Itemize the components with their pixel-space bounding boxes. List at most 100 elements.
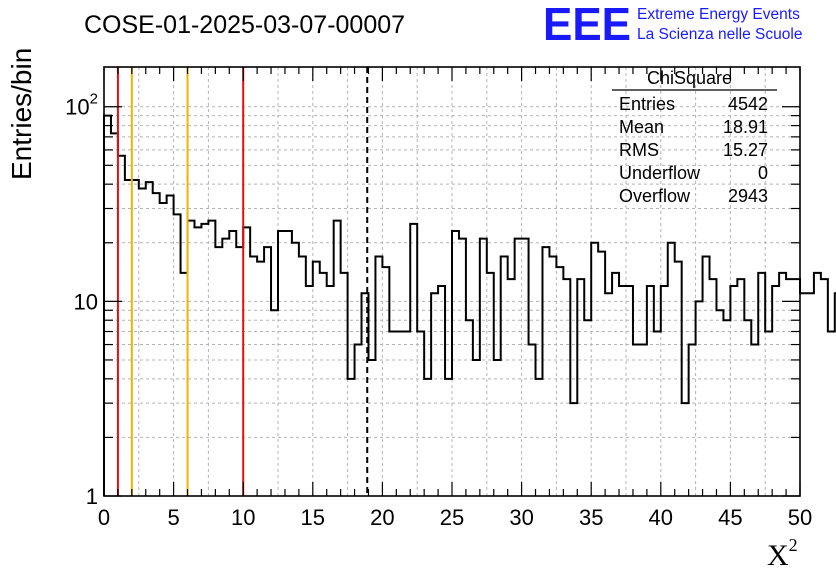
histogram-bin: [661, 286, 668, 496]
histogram-bin: [522, 239, 529, 496]
histogram-bin: [710, 279, 717, 496]
histogram-bin: [250, 257, 257, 496]
histogram-bin: [473, 360, 480, 496]
histogram-bin: [696, 301, 703, 496]
x-axis-ticks: 0 5 10 15 20 25 30 35 40 45 50: [98, 67, 812, 530]
histogram-bin: [285, 231, 292, 496]
histogram-bin: [807, 293, 814, 496]
histogram-bin: [194, 227, 201, 496]
histogram-bin: [716, 310, 723, 496]
histogram-bin: [828, 332, 835, 496]
y-tick-label: 10: [74, 289, 98, 314]
histogram-bin: [452, 231, 459, 496]
histogram-bin: [536, 379, 543, 496]
histogram-bin: [215, 247, 222, 496]
histogram-bin: [160, 203, 167, 496]
histogram-bin: [264, 247, 271, 496]
histogram-bin: [146, 182, 153, 496]
histogram-bin: [612, 273, 619, 496]
histogram-bin: [577, 279, 584, 496]
stats-row-value: 4542: [728, 94, 768, 114]
histogram-bin: [348, 379, 355, 496]
histogram-bin: [320, 273, 327, 496]
histogram-bin: [334, 221, 341, 496]
histogram-bin: [654, 332, 661, 496]
histogram-bin: [542, 247, 549, 496]
histogram-bin: [424, 379, 431, 496]
histogram-bin: [598, 252, 605, 496]
histogram-bin: [821, 279, 828, 496]
histogram-bin: [570, 403, 577, 496]
x-tick-label: 40: [649, 505, 673, 530]
histogram-bin: [403, 332, 410, 496]
histogram-bin: [236, 247, 243, 496]
histogram-bin: [292, 243, 299, 496]
histogram-bin: [389, 332, 396, 496]
histogram-bin: [208, 221, 215, 496]
histogram-bin: [737, 279, 744, 496]
histogram-bin: [139, 189, 146, 496]
histogram-bin: [466, 320, 473, 496]
stats-row-label: Entries: [619, 94, 675, 114]
histogram-bin: [229, 231, 236, 496]
histogram-bin: [751, 345, 758, 496]
histogram-bin: [201, 224, 208, 496]
histogram-bin: [549, 257, 556, 496]
y-axis-ticks: 1 10 102: [65, 91, 800, 509]
histogram-bin: [647, 286, 654, 496]
histogram-bin: [584, 320, 591, 496]
logo-line-1: Extreme Energy Events: [637, 6, 800, 23]
histogram-bin: [591, 243, 598, 496]
histogram-bin: [640, 345, 647, 496]
histogram-bin: [682, 403, 689, 496]
stats-row-value: 18.91: [723, 117, 768, 137]
histogram-bin: [417, 332, 424, 496]
histogram-bin: [633, 345, 640, 496]
histogram-bin: [619, 286, 626, 496]
histogram-bin: [306, 286, 313, 496]
histogram-bin: [410, 224, 417, 496]
histogram-bin: [153, 193, 160, 496]
x-tick-label: 50: [788, 505, 812, 530]
stats-row-label: Underflow: [619, 163, 701, 183]
histogram-bin: [278, 231, 285, 496]
histogram-bin: [765, 332, 772, 496]
histogram-bin: [744, 320, 751, 496]
histogram-bin: [188, 221, 195, 496]
histogram-bin: [675, 262, 682, 496]
stats-box-title: ChiSquare: [647, 68, 732, 88]
histogram-bin: [382, 267, 389, 496]
x-tick-label: 5: [167, 505, 179, 530]
histogram-bars: [103, 114, 836, 496]
run-title: COSE-01-2025-03-07-00007: [84, 11, 405, 39]
histogram-bin: [605, 293, 612, 496]
x-tick-label: 25: [440, 505, 464, 530]
histogram-bin: [341, 273, 348, 496]
histogram-bin: [556, 267, 563, 496]
histogram-bin: [508, 279, 515, 496]
x-tick-label: 35: [579, 505, 603, 530]
x-tick-label: 30: [509, 505, 533, 530]
x-tick-label: 0: [98, 505, 110, 530]
histogram-bin: [181, 273, 188, 496]
histogram-bin: [487, 273, 494, 496]
histogram-bin: [480, 239, 487, 496]
stats-row-value: 2943: [728, 186, 768, 206]
histogram-bin: [299, 257, 306, 496]
histogram-bin: [327, 286, 334, 496]
stats-row-label: Overflow: [619, 186, 691, 206]
histogram-bin: [111, 133, 118, 496]
histogram-bin: [222, 239, 229, 496]
histogram-bin: [494, 360, 501, 496]
histogram-bin: [167, 195, 174, 496]
histogram-bin: [800, 293, 807, 496]
histogram-bin: [375, 257, 382, 496]
x-tick-label: 20: [370, 505, 394, 530]
histogram-bin: [438, 286, 445, 496]
histogram-bin: [723, 320, 730, 496]
logo-line-2: La Scienza nelle Scuole: [637, 26, 802, 43]
histogram-outline: [103, 114, 836, 496]
reference-lines: [116, 67, 369, 496]
histogram-bin: [118, 156, 125, 496]
